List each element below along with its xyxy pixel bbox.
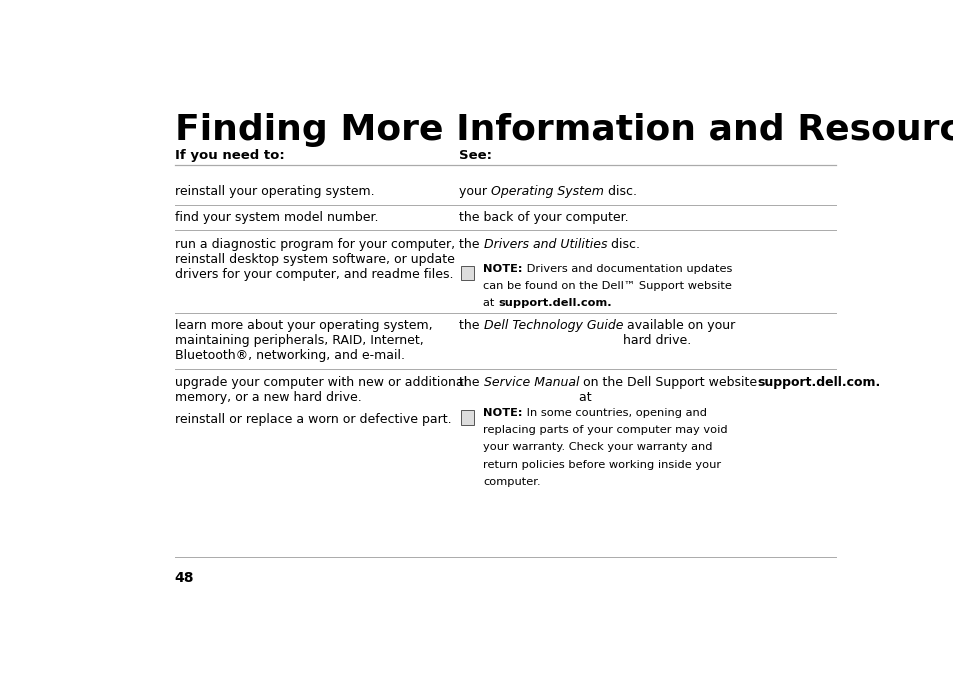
Text: can be found on the Dell™ Support website: can be found on the Dell™ Support websit… (482, 281, 731, 291)
Text: Drivers and Utilities: Drivers and Utilities (483, 238, 607, 250)
Text: run a diagnostic program for your computer,
reinstall desktop system software, o: run a diagnostic program for your comput… (174, 238, 455, 281)
Text: the back of your computer.: the back of your computer. (459, 211, 628, 223)
Text: learn more about your operating system,
maintaining peripherals, RAID, Internet,: learn more about your operating system, … (174, 320, 432, 362)
Text: reinstall or replace a worn or defective part.: reinstall or replace a worn or defective… (174, 413, 451, 427)
Text: Service Manual: Service Manual (483, 376, 578, 389)
Text: NOTE:: NOTE: (482, 408, 522, 418)
Text: disc.: disc. (603, 185, 637, 198)
Text: the: the (459, 320, 483, 332)
Text: Drivers and documentation updates: Drivers and documentation updates (522, 264, 731, 274)
Text: the: the (459, 376, 483, 389)
Text: replacing parts of your computer may void: replacing parts of your computer may voi… (482, 425, 727, 435)
Text: support.dell.com.: support.dell.com. (497, 298, 611, 308)
FancyBboxPatch shape (460, 266, 474, 280)
Text: upgrade your computer with new or additional
memory, or a new hard drive.: upgrade your computer with new or additi… (174, 376, 466, 403)
Text: If you need to:: If you need to: (174, 149, 284, 162)
Text: Operating System: Operating System (491, 185, 603, 198)
Text: NOTE:: NOTE: (482, 264, 522, 274)
Text: Finding More Information and Resources: Finding More Information and Resources (174, 112, 953, 146)
Text: INSPIRON: INSPIRON (8, 306, 21, 371)
Text: disc.: disc. (607, 238, 639, 250)
Text: computer.: computer. (482, 477, 540, 487)
Text: your: your (459, 185, 491, 198)
Text: find your system model number.: find your system model number. (174, 211, 377, 223)
Text: at: at (482, 298, 497, 308)
Text: your warranty. Check your warranty and: your warranty. Check your warranty and (482, 443, 712, 452)
Text: See:: See: (459, 149, 492, 162)
Text: In some countries, opening and: In some countries, opening and (522, 408, 706, 418)
Text: the: the (459, 238, 483, 250)
Text: 48: 48 (174, 571, 194, 585)
Text: available on your
hard drive.: available on your hard drive. (622, 320, 735, 347)
FancyBboxPatch shape (460, 410, 474, 424)
Text: return policies before working inside your: return policies before working inside yo… (482, 460, 720, 470)
Text: on the Dell Support website
at: on the Dell Support website at (578, 376, 757, 403)
Text: support.dell.com.: support.dell.com. (757, 376, 880, 389)
Text: Dell Technology Guide: Dell Technology Guide (483, 320, 622, 332)
Text: reinstall your operating system.: reinstall your operating system. (174, 185, 374, 198)
